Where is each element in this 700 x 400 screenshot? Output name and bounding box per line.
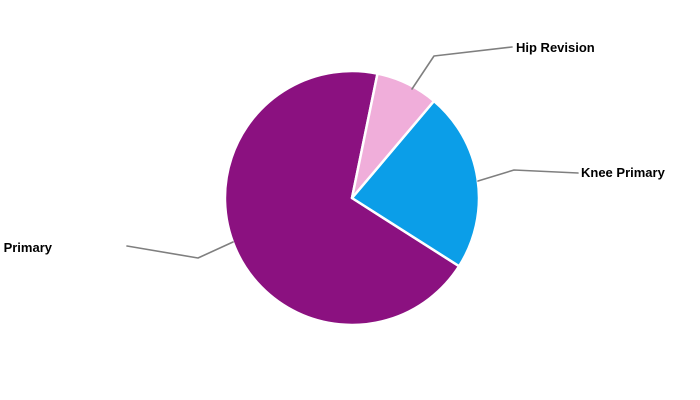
leader-line-knee-primary [477, 169, 579, 182]
pie-label-knee-primary: Knee Primary [581, 165, 665, 180]
pie-slice-hip-revision[interactable] [350, 72, 436, 200]
leader-line-hip-revision [411, 46, 513, 90]
pie-label-hip-primary: Hip Primary [0, 240, 52, 255]
pie-slice-knee-primary[interactable] [350, 99, 481, 268]
pie-label-hip-revision: Hip Revision [516, 40, 595, 55]
leader-line-hip-primary [126, 241, 234, 259]
pie-slice-hip-primary[interactable] [223, 69, 461, 327]
